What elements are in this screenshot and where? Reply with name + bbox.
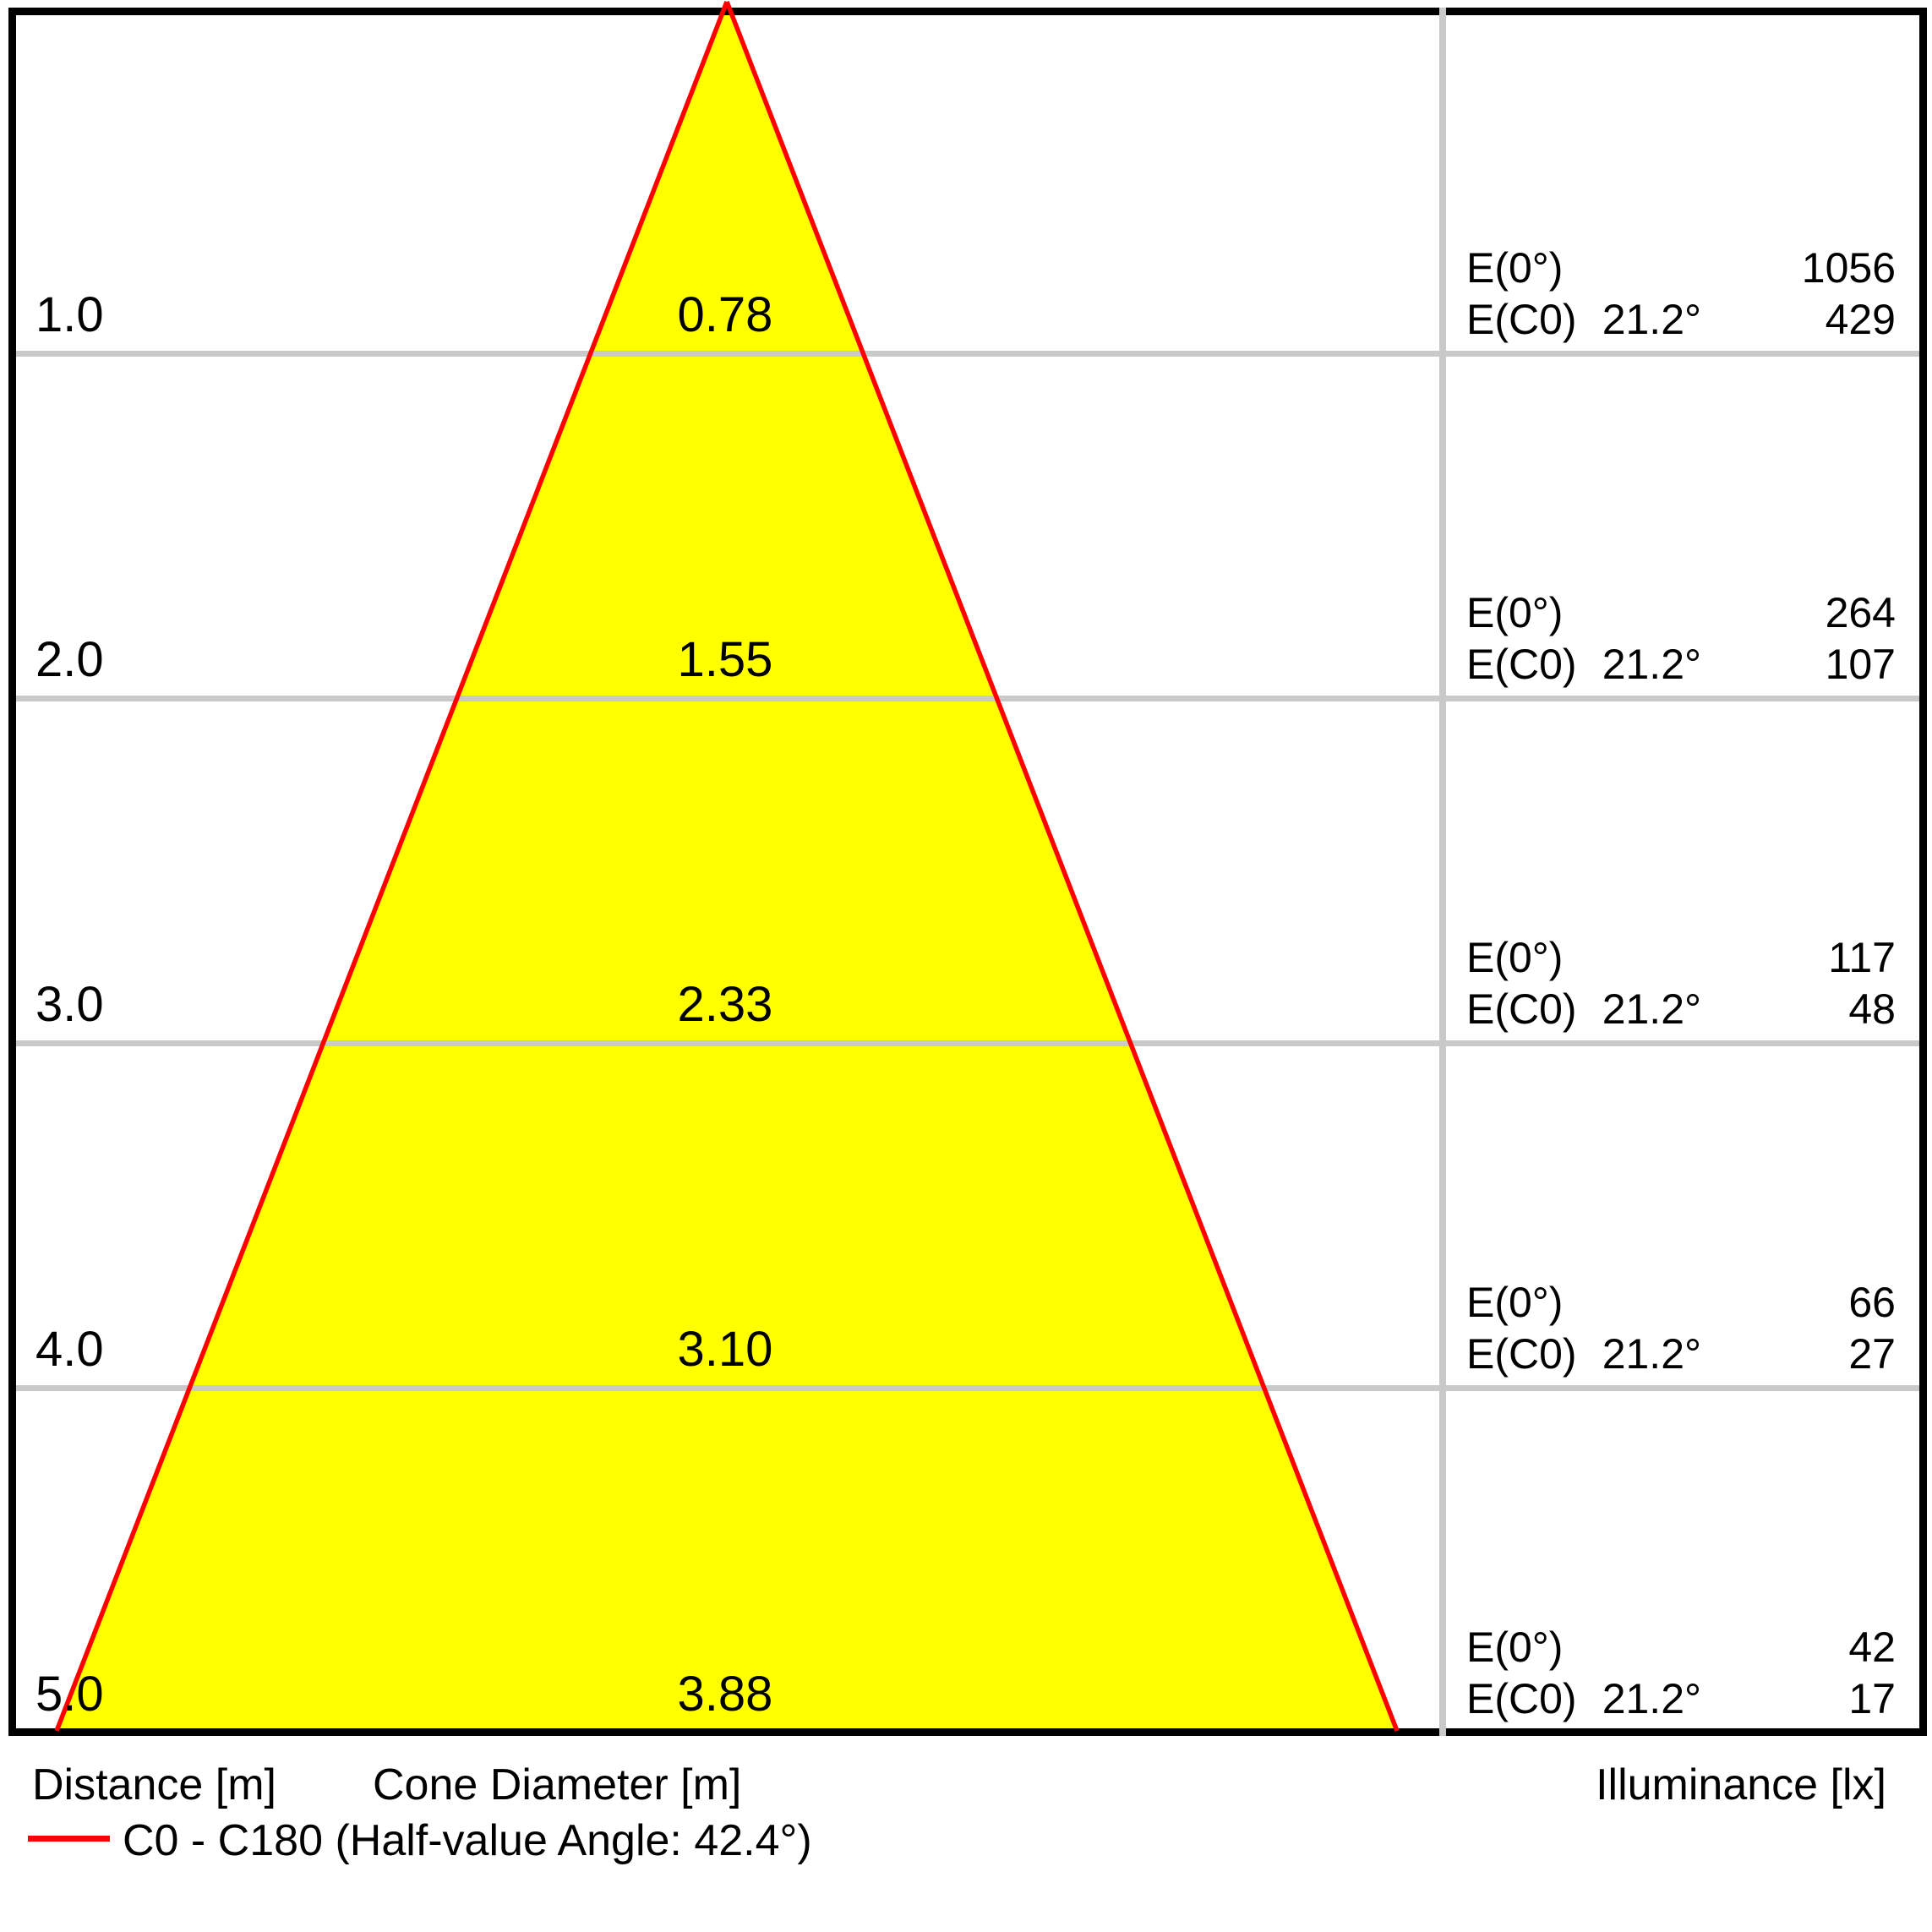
ec0-label: E(C0) bbox=[1466, 985, 1577, 1033]
illuminance-row-4-e0: E(0°) 66 bbox=[1466, 1281, 1896, 1323]
illuminance-row-5-ec0: E(C0) 21.2° 17 bbox=[1466, 1678, 1896, 1720]
illuminance-row-1-ec0: E(C0) 21.2° 429 bbox=[1466, 298, 1896, 341]
gridline-1m bbox=[16, 351, 1919, 357]
e0-value: 264 bbox=[1825, 589, 1896, 636]
axis-label-cone-diameter: Cone Diameter [m] bbox=[373, 1760, 742, 1809]
ec0-angle: 21.2° bbox=[1602, 1675, 1701, 1722]
ec0-value: 27 bbox=[1848, 1330, 1896, 1378]
cone-diameter-value-4: 3.10 bbox=[677, 1322, 773, 1377]
distance-label-3: 3.0 bbox=[35, 977, 104, 1032]
axis-label-distance: Distance [m] bbox=[32, 1760, 276, 1809]
e0-value: 42 bbox=[1848, 1624, 1896, 1671]
ec0-label: E(C0) bbox=[1466, 1675, 1577, 1722]
panel-divider bbox=[1439, 8, 1446, 1736]
illuminance-row-2-e0: E(0°) 264 bbox=[1466, 592, 1896, 634]
chart-frame bbox=[8, 8, 1927, 1736]
ec0-value: 17 bbox=[1848, 1675, 1896, 1722]
ec0-value: 107 bbox=[1825, 641, 1896, 688]
ec0-label: E(C0) bbox=[1466, 1330, 1577, 1378]
cone-diameter-value-3: 2.33 bbox=[677, 977, 773, 1032]
cone-diameter-value-5: 3.88 bbox=[677, 1667, 773, 1722]
legend-red-line-swatch bbox=[28, 1836, 110, 1842]
cone-edge-left bbox=[54, 1, 729, 1732]
cone-edge-right bbox=[724, 1, 1400, 1732]
distance-label-2: 2.0 bbox=[35, 632, 104, 687]
gridline-2m bbox=[16, 696, 1919, 701]
e0-value: 1056 bbox=[1801, 244, 1896, 292]
e0-label: E(0°) bbox=[1466, 1624, 1564, 1671]
illuminance-row-2-ec0: E(C0) 21.2° 107 bbox=[1466, 643, 1896, 685]
illuminance-row-1-e0: E(0°) 1056 bbox=[1466, 247, 1896, 289]
cone-triangle bbox=[57, 2, 1397, 1729]
distance-label-1: 1.0 bbox=[35, 287, 104, 342]
e0-label: E(0°) bbox=[1466, 1279, 1564, 1326]
distance-label-4: 4.0 bbox=[35, 1322, 104, 1377]
ec0-label: E(C0) bbox=[1466, 641, 1577, 688]
illuminance-row-3-ec0: E(C0) 21.2° 48 bbox=[1466, 988, 1896, 1030]
illuminance-row-3-e0: E(0°) 117 bbox=[1466, 936, 1896, 979]
illuminance-row-5-e0: E(0°) 42 bbox=[1466, 1626, 1896, 1668]
gridline-3m bbox=[16, 1040, 1919, 1046]
axis-label-illuminance: Illuminance [lx] bbox=[1596, 1760, 1886, 1809]
distance-label-5: 5.0 bbox=[35, 1667, 104, 1722]
ec0-angle: 21.2° bbox=[1602, 296, 1701, 343]
e0-value: 117 bbox=[1828, 934, 1896, 981]
ec0-value: 429 bbox=[1825, 296, 1896, 343]
ec0-angle: 21.2° bbox=[1602, 1330, 1701, 1378]
cone-diameter-value-1: 0.78 bbox=[677, 287, 773, 342]
e0-label: E(0°) bbox=[1466, 244, 1564, 292]
cone-diameter-value-2: 1.55 bbox=[677, 632, 773, 687]
e0-label: E(0°) bbox=[1466, 934, 1564, 981]
ec0-label: E(C0) bbox=[1466, 296, 1577, 343]
e0-label: E(0°) bbox=[1466, 589, 1564, 636]
e0-value: 66 bbox=[1848, 1279, 1896, 1326]
illuminance-row-4-ec0: E(C0) 21.2° 27 bbox=[1466, 1333, 1896, 1375]
ec0-angle: 21.2° bbox=[1602, 641, 1701, 688]
ec0-angle: 21.2° bbox=[1602, 985, 1701, 1033]
ec0-value: 48 bbox=[1848, 985, 1896, 1033]
legend-label: C0 - C180 (Half-value Angle: 42.4°) bbox=[123, 1816, 812, 1865]
gridline-4m bbox=[16, 1385, 1919, 1391]
